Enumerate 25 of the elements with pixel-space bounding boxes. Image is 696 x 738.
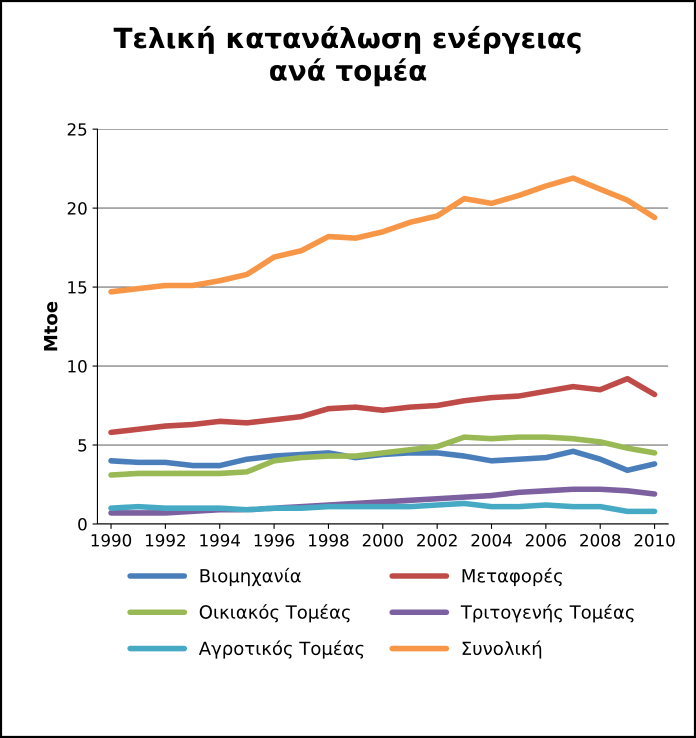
- legend-label: Μεταφορές: [462, 568, 562, 586]
- x-tick-label: 1992: [146, 534, 185, 547]
- x-tick-label: 2002: [417, 534, 457, 547]
- y-tick-label: 0: [78, 518, 87, 531]
- x-tick-label: 2006: [526, 534, 566, 547]
- x-tick-label: 2008: [580, 534, 620, 547]
- legend-label: Βιομηχανία: [200, 568, 301, 586]
- y-tick-label: 20: [68, 202, 87, 215]
- x-tick-label: 1994: [200, 534, 240, 547]
- y-tick-label: 15: [68, 281, 86, 294]
- x-tick-label: 1998: [309, 534, 349, 547]
- y-axis-title: Mtoe: [44, 302, 58, 351]
- legend-label: Τριτογενής Τομέας: [460, 604, 634, 622]
- x-tick-label: 2000: [362, 534, 403, 547]
- x-tick-label: 1990: [92, 534, 132, 547]
- legend-label: Αγροτικός Τομέας: [198, 640, 364, 659]
- x-tick-label: 2004: [472, 534, 512, 547]
- y-tick-label: 25: [68, 123, 86, 136]
- y-tick-label: 5: [78, 439, 86, 452]
- legend-label: Οικιακός Τομέας: [200, 604, 350, 622]
- legend-label: Συνολική: [462, 640, 542, 659]
- x-tick-label: 1996: [254, 534, 294, 547]
- chart-title: Τελική κατανάλωση ενέργειας ανά τομέα: [114, 26, 581, 86]
- y-tick-label: 10: [68, 360, 87, 373]
- x-tick-label: 2010: [634, 534, 675, 547]
